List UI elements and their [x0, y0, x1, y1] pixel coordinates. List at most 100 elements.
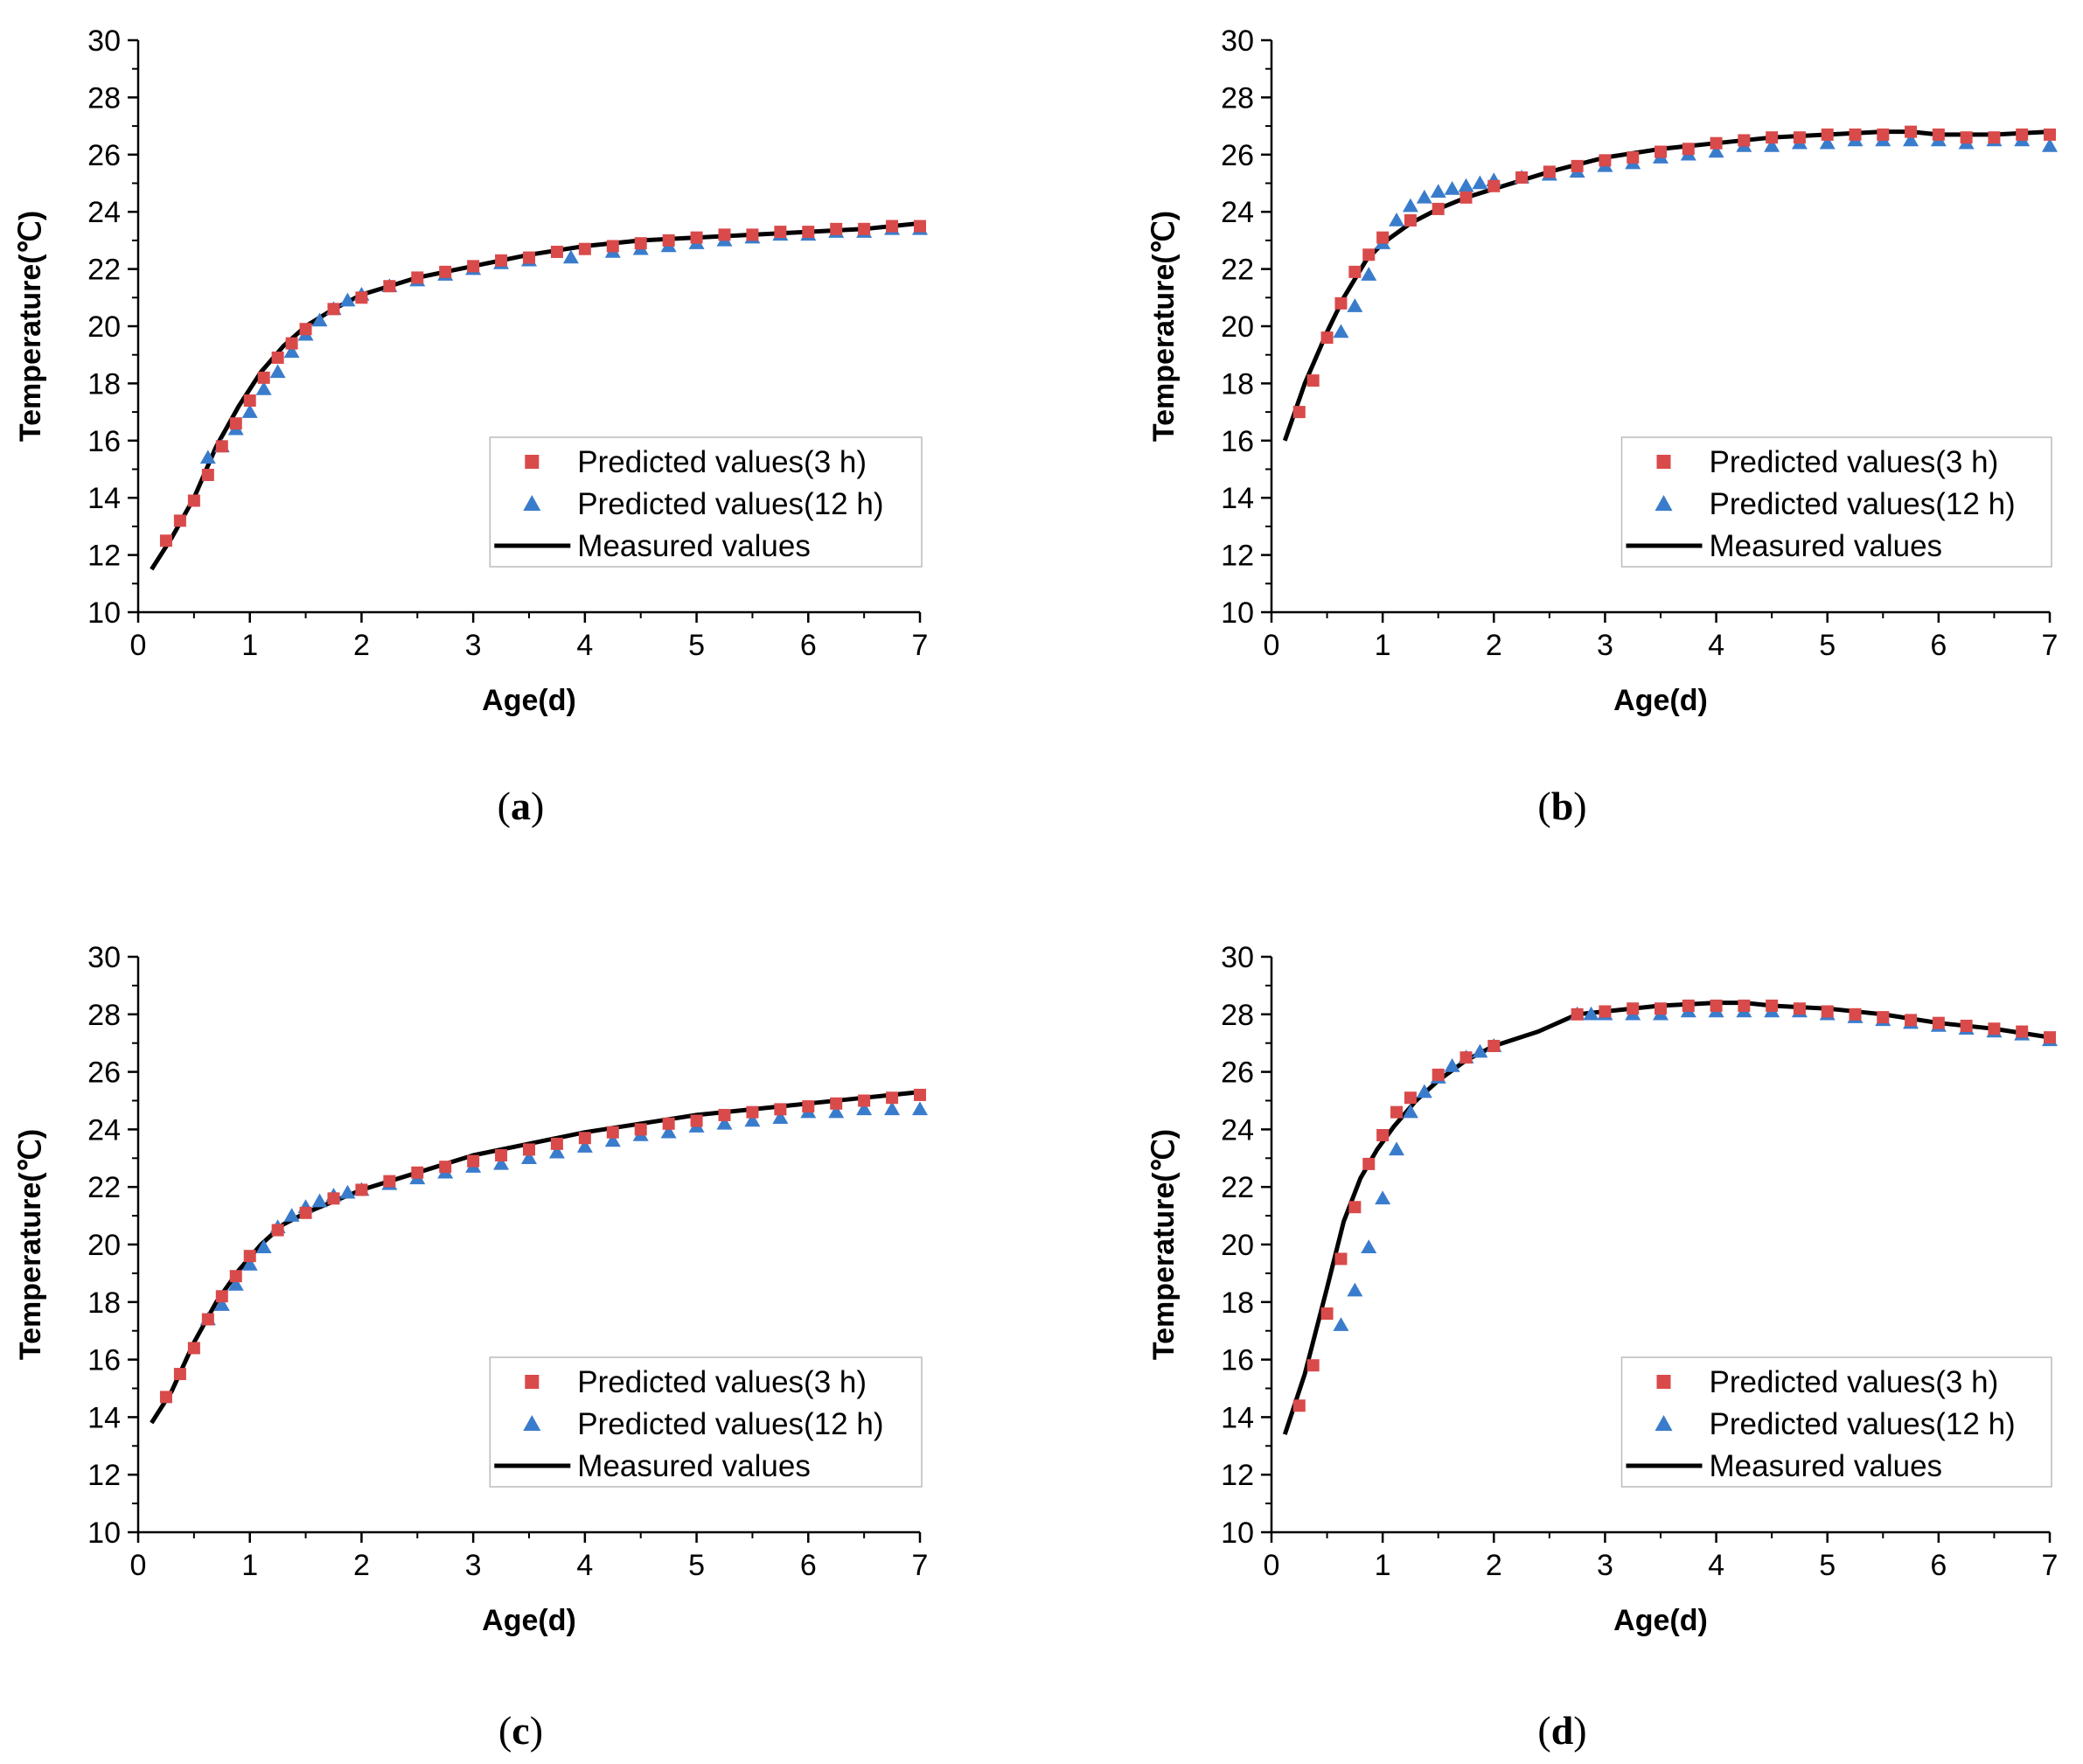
pred-12h-point [255, 380, 272, 395]
pred-3h-point [718, 228, 731, 241]
pred-3h-point [187, 1342, 200, 1355]
pred-3h-point [1292, 1399, 1306, 1412]
pred-12h-point [744, 1112, 761, 1127]
x-tick-label: 3 [465, 1549, 482, 1582]
y-tick-label: 14 [87, 1401, 121, 1434]
pred-3h-point [467, 260, 480, 273]
chart-panel-b: 10 12 14 16 18 20 22 24 26 28 30 0 1 2 3 4 5 6 7 Age(d) Temp… [1042, 0, 2083, 882]
pred-3h-point [578, 242, 591, 255]
legend-label: Predicted values(3 h) [1710, 1365, 1999, 1399]
pred-3h-point [439, 265, 452, 278]
legend-label: Measured values [1710, 1449, 1943, 1483]
y-axis-title: Temperature(℃) [1147, 211, 1181, 442]
y-tick-label: 14 [1221, 482, 1254, 515]
legend-label: Measured values [1710, 529, 1943, 563]
pred-3h-point [1306, 374, 1320, 387]
pred-3h-point [383, 1175, 396, 1188]
y-tick-label: 10 [87, 596, 121, 630]
pred-3h-point [1599, 1005, 1612, 1018]
pred-12h-point [283, 1208, 300, 1222]
pred-12h-point [1416, 189, 1432, 204]
pred-12h-point [856, 1101, 873, 1116]
pred-12h-point [1389, 213, 1405, 227]
x-tick-label: 5 [688, 629, 705, 662]
pred-3h-point [1487, 1039, 1501, 1052]
y-tick-label: 18 [87, 1286, 121, 1320]
x-tick-label: 0 [130, 629, 147, 662]
y-tick-label: 22 [87, 1171, 121, 1204]
pred-3h-point [299, 323, 312, 336]
pred-12h-point [1333, 324, 1349, 338]
pred-3h-point [1432, 1068, 1445, 1081]
legend-label: Predicted values(12 h) [1710, 1407, 2016, 1441]
x-tick-label: 5 [1819, 1549, 1836, 1582]
y-tick-label: 26 [87, 1056, 121, 1090]
legend-label: Predicted values(12 h) [1710, 487, 2016, 521]
pred-3h-point [1821, 128, 1834, 141]
pred-12h-point [493, 1155, 510, 1170]
pred-12h-point [1583, 1006, 1599, 1021]
legend-label: Predicted values(3 h) [577, 445, 867, 479]
y-tick-label: 30 [87, 24, 121, 58]
x-tick-label: 3 [1597, 1549, 1613, 1582]
pred-12h-point [199, 450, 216, 464]
pred-3h-point [1571, 159, 1584, 172]
pred-3h-point [1362, 1157, 1376, 1170]
pred-3h-point [215, 440, 228, 453]
caption-d: (d) [1537, 1708, 1587, 1753]
pred-3h-point [173, 514, 186, 527]
pred-12h-point [339, 292, 356, 307]
x-tick-label: 6 [800, 1549, 817, 1582]
pred-3h-point [1766, 999, 1779, 1012]
pred-3h-point [1960, 1019, 1973, 1032]
pred-3h-point [1320, 331, 1334, 345]
pred-3h-point [383, 280, 396, 293]
y-tick-label: 26 [1221, 139, 1254, 172]
pred-3h-point [774, 1103, 787, 1116]
pred-12h-point [1375, 1190, 1391, 1205]
y-tick-label: 24 [1221, 1113, 1254, 1147]
y-tick-label: 24 [87, 1113, 121, 1147]
pred-3h-point [830, 222, 843, 235]
pred-3h-point [1988, 131, 2001, 144]
pred-12h-point [311, 1193, 328, 1208]
pred-3h-point [1682, 143, 1695, 156]
legend-label: Predicted values(3 h) [1710, 445, 1999, 479]
pred-12h-point [269, 364, 286, 379]
pred-3h-point [1571, 1008, 1584, 1021]
pred-3h-point [495, 1149, 508, 1162]
y-axis-title: Temperature(℃) [14, 211, 47, 442]
pred-3h-point [1960, 131, 1973, 144]
y-tick-label: 28 [1221, 81, 1254, 115]
x-tick-label: 5 [1819, 629, 1836, 662]
pred-3h-point [550, 1137, 563, 1150]
pred-12h-point [1361, 267, 1377, 281]
pred-3h-point [173, 1368, 186, 1381]
y-tick-label: 14 [1221, 1401, 1254, 1434]
pred-12h-point [1444, 181, 1460, 195]
pred-12h-point [912, 1101, 928, 1116]
pred-3h-point [523, 1143, 535, 1156]
pred-12h-point [884, 1101, 901, 1116]
pred-12h-point [311, 312, 328, 327]
pred-12h-point [241, 404, 258, 418]
y-tick-label: 20 [1221, 310, 1254, 344]
pred-3h-point [578, 1132, 591, 1145]
pred-3h-point [1376, 231, 1390, 244]
pred-3h-point [1932, 128, 1945, 141]
y-tick-label: 22 [87, 254, 121, 287]
x-tick-label: 4 [1708, 629, 1724, 662]
y-tick-label: 16 [1221, 1344, 1254, 1377]
chart-panel-d: 10 12 14 16 18 20 22 24 26 28 30 0 1 2 3 4 5 6 7 Age(d) Temp… [1042, 882, 2083, 1763]
pred-3h-point [746, 1105, 759, 1119]
pred-3h-point [1655, 145, 1667, 158]
pred-3h-point [243, 394, 256, 408]
y-tick-label: 24 [1221, 196, 1254, 229]
pred-12h-point [1361, 1239, 1377, 1254]
pred-3h-point [718, 1108, 731, 1121]
pred-12h-point [213, 1297, 230, 1311]
legend-swatch-12h [523, 1415, 541, 1431]
pred-3h-point [1905, 1014, 1918, 1027]
